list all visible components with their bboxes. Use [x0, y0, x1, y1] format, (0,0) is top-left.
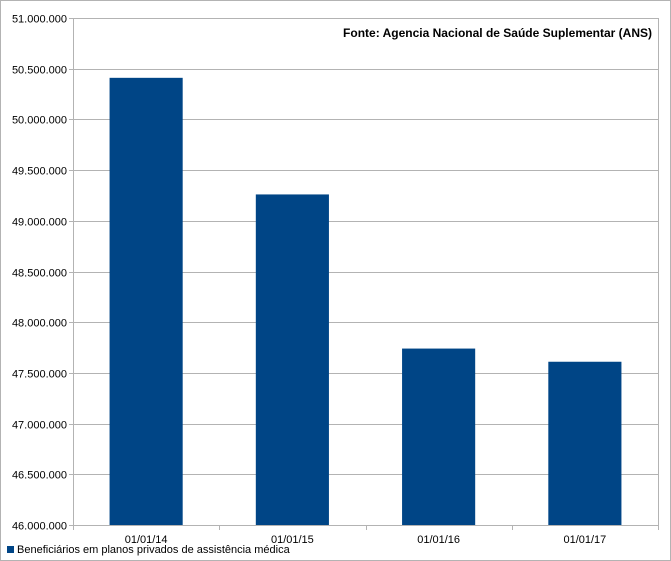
axes	[73, 18, 658, 526]
y-tick-label: 48.500.000	[12, 268, 67, 280]
bar-1	[109, 77, 183, 526]
x-tick-labels: 01/01/14 01/01/15 01/01/16 01/01/17	[125, 534, 607, 546]
source-annotation: Fonte: Agencia Nacional de Saúde Supleme…	[343, 26, 652, 40]
y-tick-label: 48.000.000	[12, 318, 67, 330]
y-tick-labels: 46.000.000 46.500.000 47.000.000 47.500.000…	[12, 14, 67, 533]
y-tick-label: 47.500.000	[12, 369, 67, 381]
bar-4	[548, 361, 622, 525]
bar-2	[255, 194, 329, 525]
y-tick-label: 46.000.000	[12, 521, 67, 533]
legend-label: Beneficiários em planos privados de assi…	[17, 544, 291, 556]
y-tick-label: 50.500.000	[12, 65, 67, 77]
y-tick-label: 49.500.000	[12, 166, 67, 178]
legend: Beneficiários em planos privados de assi…	[7, 544, 291, 556]
x-tick-label: 01/01/14	[125, 534, 168, 546]
bars	[109, 77, 622, 526]
bar-3	[402, 348, 476, 525]
y-tick-label: 47.000.000	[12, 420, 67, 432]
x-tick-label: 01/01/16	[417, 534, 460, 546]
y-tick-label: 50.000.000	[12, 115, 67, 127]
x-tick-label: 01/01/17	[563, 534, 606, 546]
y-tick-label: 51.000.000	[12, 14, 67, 26]
x-tick-label: 01/01/15	[271, 534, 314, 546]
legend-swatch	[7, 546, 14, 553]
y-tick-label: 49.000.000	[12, 217, 67, 229]
y-tick-label: 46.500.000	[12, 470, 67, 482]
